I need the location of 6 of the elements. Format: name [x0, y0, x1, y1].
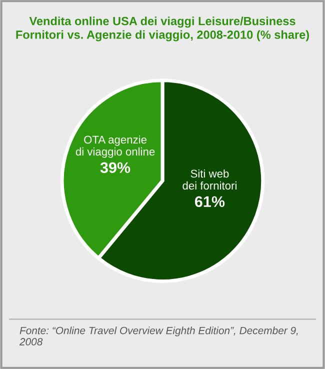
data-label: 61%: [194, 196, 225, 208]
slice-label: OTA agenzie di viaggio online: [76, 135, 155, 158]
source-note: Fonte: “Online Travel Overview Eighth Edition”, December 9, 2008: [19, 326, 298, 346]
slice-label: Siti web dei fornitori: [182, 169, 236, 190]
chart-title: Vendita online USA dei viaggi Leisure/Business Fornitori vs. Agenzie di viaggio, 2008-2010 (% share): [16, 16, 309, 42]
data-label: 39%: [100, 162, 130, 174]
